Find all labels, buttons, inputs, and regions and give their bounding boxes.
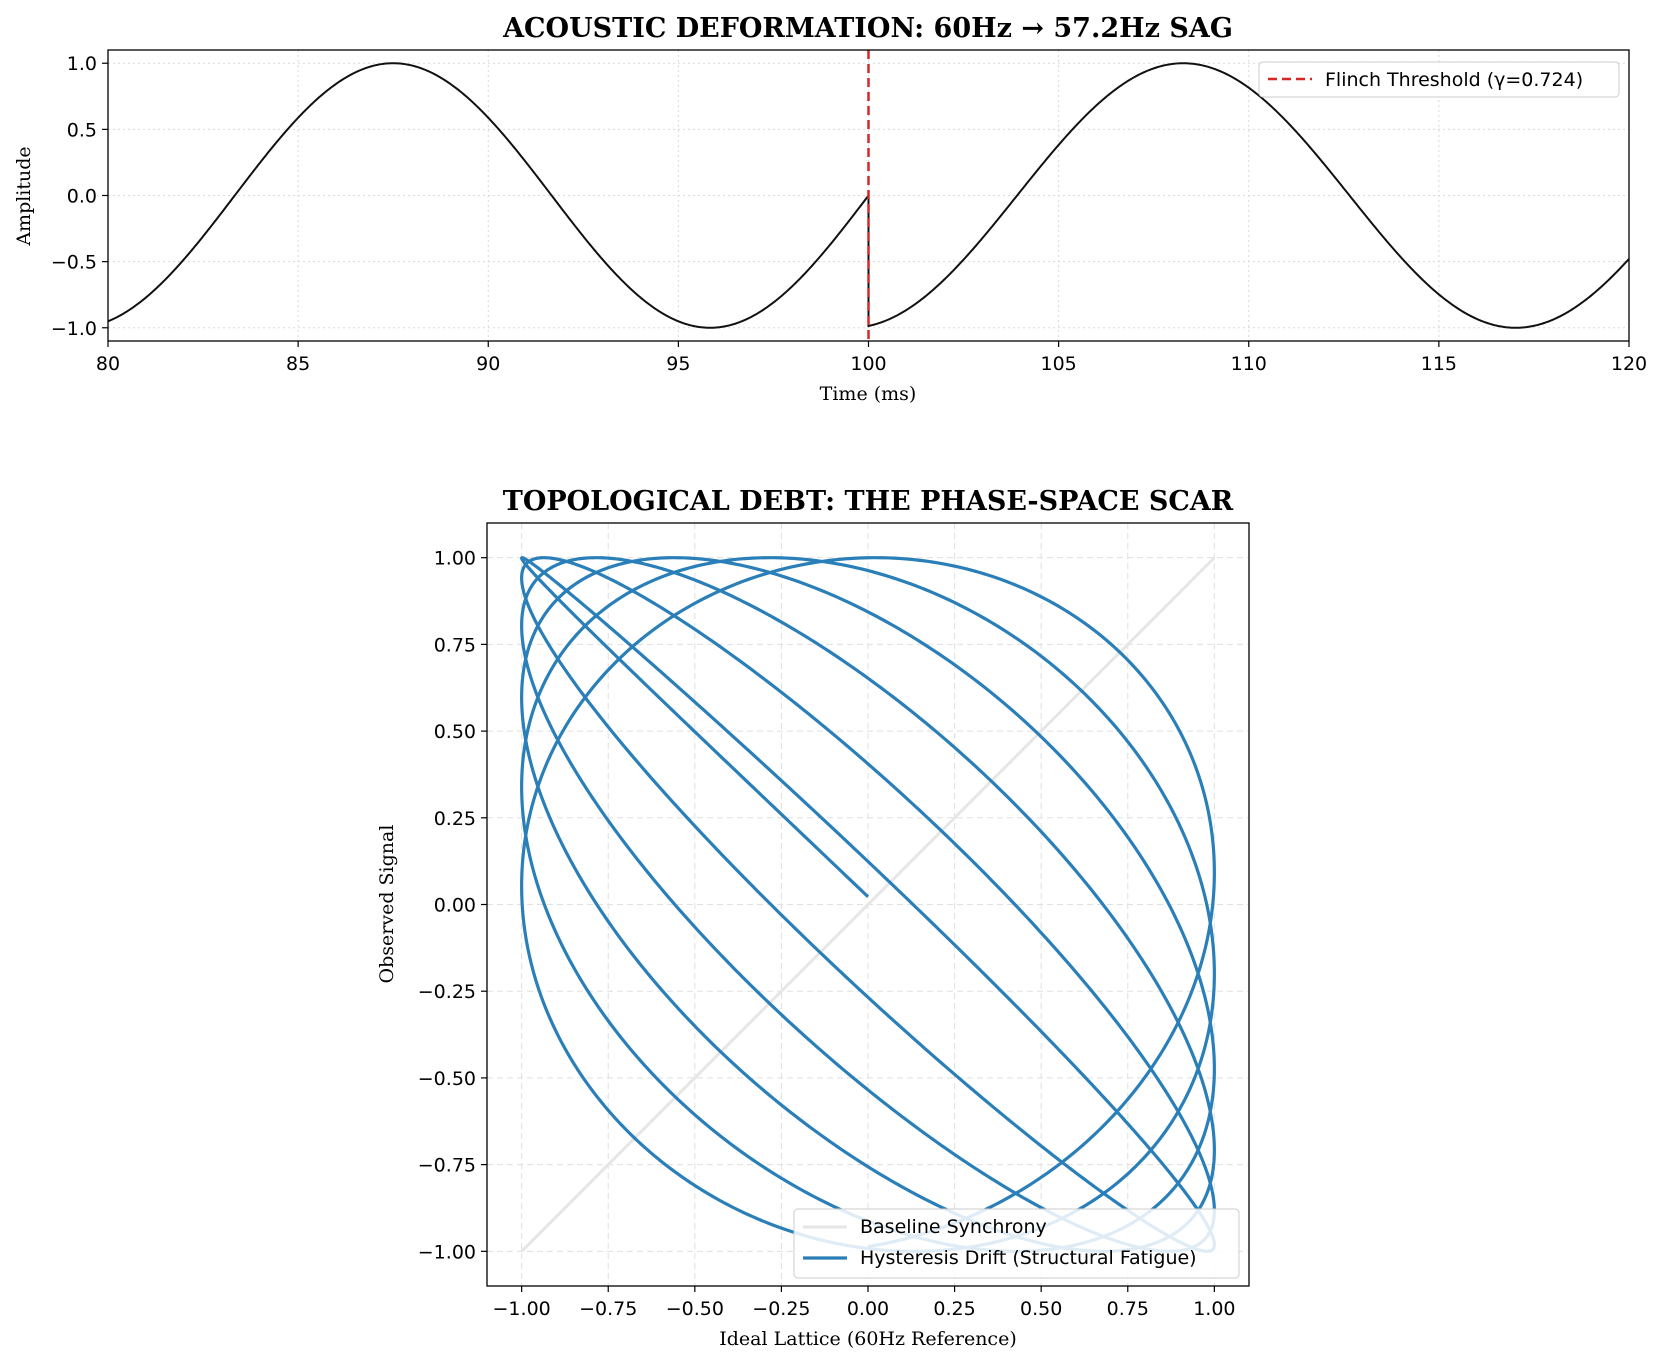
x-tick-label: 90 — [476, 353, 500, 375]
x-tick-label: −0.25 — [752, 1298, 810, 1320]
legend-box — [1258, 61, 1620, 98]
x-axis-label: Time (ms) — [820, 383, 917, 405]
legend-box — [793, 1208, 1240, 1279]
x-tick-label: 115 — [1421, 353, 1457, 375]
x-tick-label: 120 — [1611, 353, 1647, 375]
x-tick-label: 85 — [286, 353, 310, 375]
legend-label-flinch: Flinch Threshold (γ=0.724) — [1325, 69, 1583, 91]
chart-title: ACOUSTIC DEFORMATION: 60Hz → 57.2Hz SAG — [502, 13, 1233, 44]
y-ticks: −1.00 −0.75 −0.50 −0.25 0.00 0.25 0.50 0.75 1.00 — [418, 548, 487, 1263]
y-tick-label: 0.50 — [434, 721, 476, 743]
x-tick-label: −0.50 — [666, 1298, 724, 1320]
legend-label-hysteresis: Hysteresis Drift (Structural Fatigue) — [860, 1247, 1197, 1269]
y-ticks: −1.0 −0.5 0.0 0.5 1.0 — [51, 53, 108, 340]
y-tick-label: 1.00 — [434, 548, 476, 570]
x-tick-label: 80 — [96, 353, 120, 375]
y-axis-label: Observed Signal — [376, 825, 398, 984]
x-tick-label: −0.75 — [579, 1298, 637, 1320]
x-ticks: 80 85 90 95 100 105 110 115 120 — [96, 341, 1647, 375]
legend-label-baseline: Baseline Synchrony — [860, 1216, 1047, 1238]
series-line-baseline-synchrony — [520, 556, 1216, 1253]
x-tick-label: 100 — [850, 353, 886, 375]
x-tick-label: 0.00 — [847, 1298, 889, 1320]
y-tick-label: −1.00 — [418, 1241, 476, 1263]
x-tick-label: 0.50 — [1020, 1298, 1062, 1320]
legend: Flinch Threshold (γ=0.724) — [1258, 61, 1620, 98]
x-tick-label: 0.75 — [1107, 1298, 1149, 1320]
x-tick-label: 105 — [1040, 353, 1076, 375]
y-tick-label: 0.00 — [434, 895, 476, 917]
chart-acoustic-deformation: 80 85 90 95 100 105 110 115 120 −1.0 −0.5 0.0 0.5 1.… — [13, 13, 1647, 405]
x-tick-label: 1.00 — [1193, 1298, 1235, 1320]
x-tick-label: −1.00 — [493, 1298, 551, 1320]
x-axis-label: Ideal Lattice (60Hz Reference) — [719, 1328, 1016, 1350]
y-tick-label: 0.75 — [434, 634, 476, 656]
y-tick-label: −0.25 — [418, 981, 476, 1003]
y-tick-label: 0.5 — [67, 119, 97, 141]
y-tick-label: −0.75 — [418, 1155, 476, 1177]
y-tick-label: 0.0 — [67, 186, 97, 208]
legend: Baseline Synchrony Hysteresis Drift (Str… — [793, 1208, 1240, 1279]
y-tick-label: 0.25 — [434, 808, 476, 830]
x-tick-label: 110 — [1231, 353, 1267, 375]
y-axis-label: Amplitude — [13, 146, 35, 246]
y-tick-label: −1.0 — [51, 318, 97, 340]
y-tick-label: −0.5 — [51, 252, 97, 274]
x-tick-label: 0.25 — [933, 1298, 975, 1320]
x-ticks: −1.00 −0.75 −0.50 −0.25 0.00 0.25 0.50 0.75 1.00 — [493, 1286, 1236, 1320]
x-tick-label: 95 — [666, 353, 690, 375]
chart-title: TOPOLOGICAL DEBT: THE PHASE-SPACE SCAR — [503, 486, 1234, 517]
y-tick-label: 1.0 — [67, 53, 97, 75]
chart-phase-space: −1.00 −0.75 −0.50 −0.25 0.00 0.25 0.50 0.75 1.00… — [376, 486, 1250, 1350]
y-tick-label: −0.50 — [418, 1068, 476, 1090]
